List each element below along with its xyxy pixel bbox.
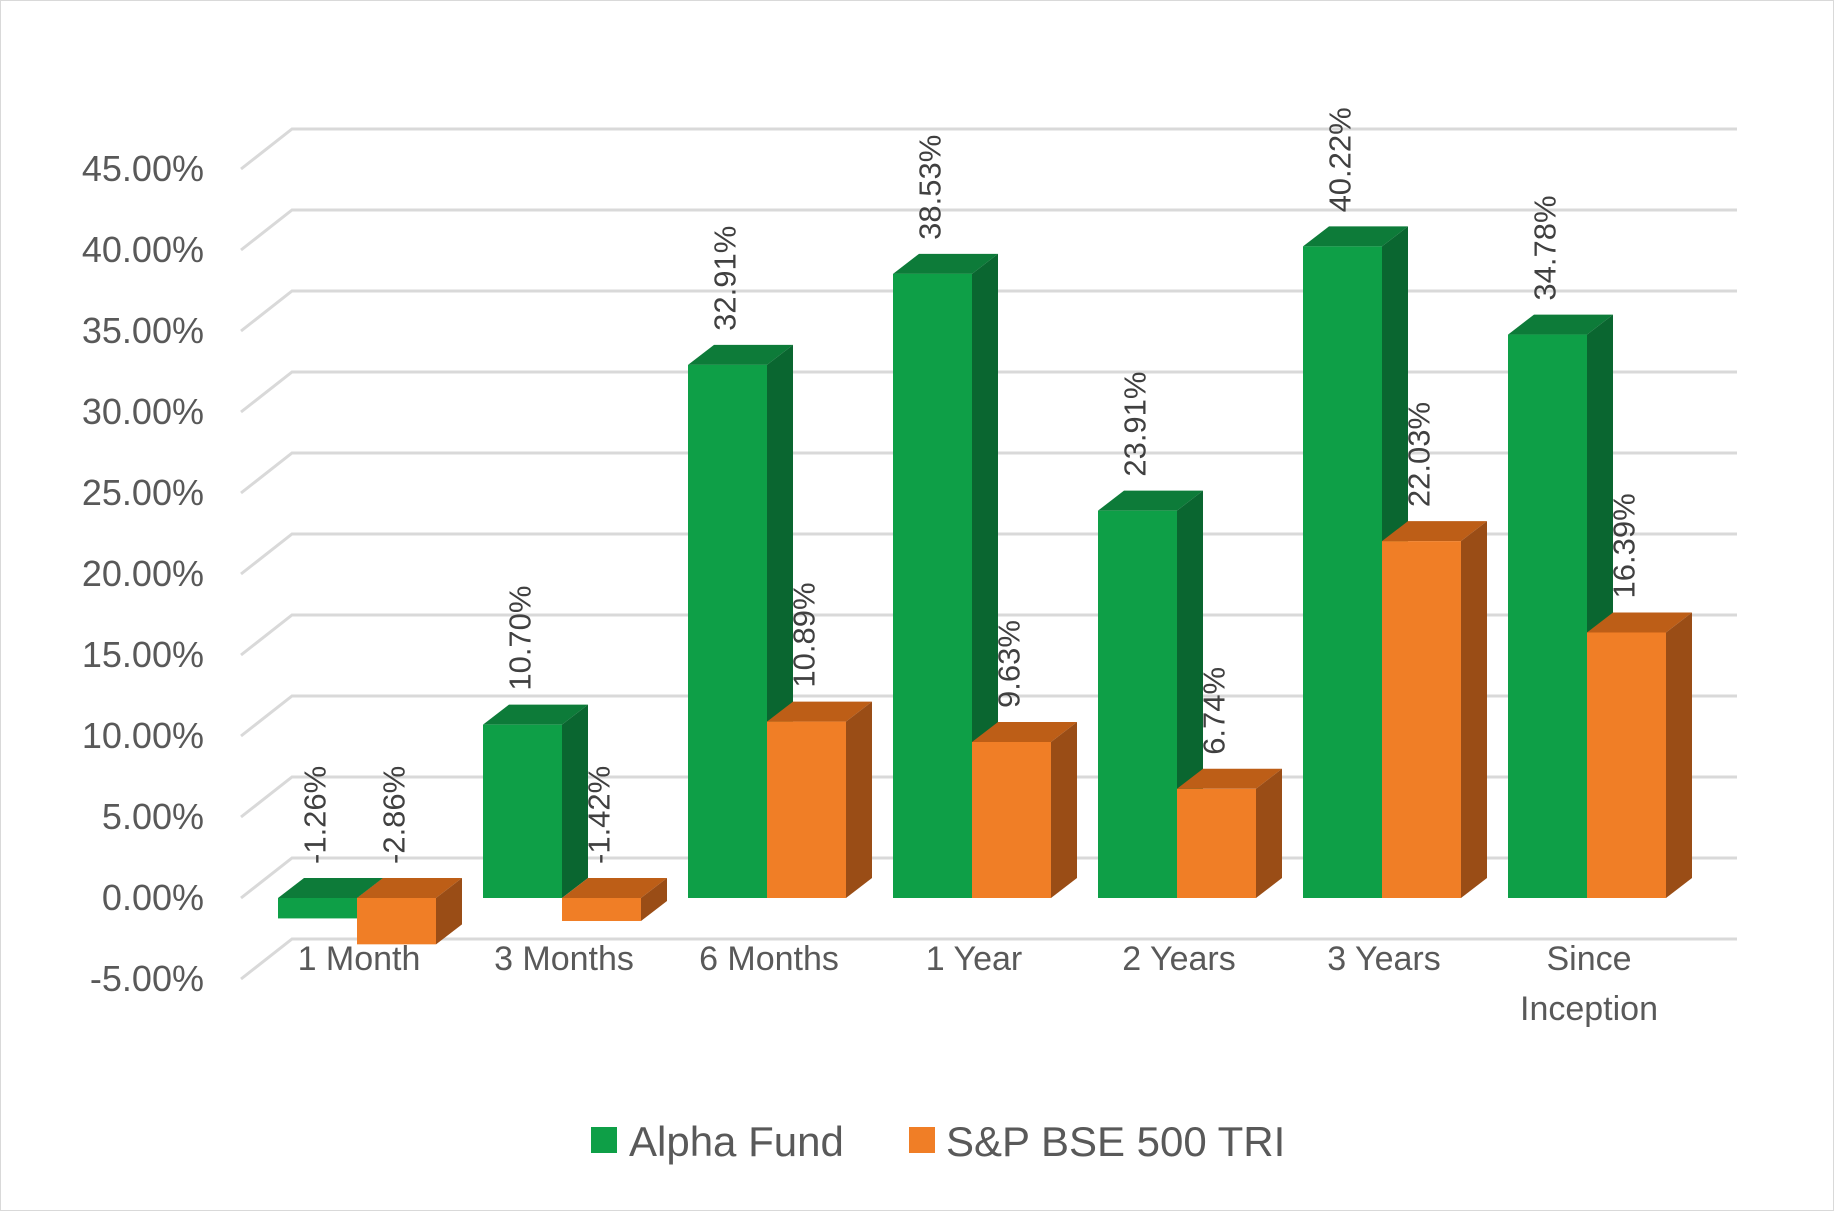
bar-side-face xyxy=(1051,721,1077,898)
y-axis-tick-labels: -5.00% 0.00% 5.00% 10.00% 15.00% 20.00% 25.00%… xyxy=(82,148,204,999)
bar xyxy=(357,898,436,945)
gridline xyxy=(240,451,1737,495)
category-labels: 1 Month 3 Months 6 Months 1 Year 2 Years 3 Ye… xyxy=(298,940,1658,1028)
data-label: 6.74% xyxy=(1197,667,1232,755)
y-tick-label: -5.00% xyxy=(90,958,204,999)
bar-side-face xyxy=(562,704,588,898)
data-labels: -1.26% -2.86% 10.70% -1.42% 32.91% 10.89% 38.5… xyxy=(298,107,1642,864)
bar xyxy=(483,724,562,898)
gridline xyxy=(240,937,1737,981)
gridline xyxy=(240,208,1737,252)
bar-side-face xyxy=(846,701,872,898)
data-label: 23.91% xyxy=(1118,372,1153,477)
bar-top-face xyxy=(278,878,383,898)
y-tick-label: 35.00% xyxy=(82,310,204,351)
bar-top-face xyxy=(357,878,462,898)
bar xyxy=(562,898,641,922)
legend: Alpha Fund S&P BSE 500 TRI xyxy=(591,1118,1285,1165)
bar xyxy=(893,273,972,899)
category-label: 6 Months xyxy=(699,940,839,978)
category-label: Since Inception xyxy=(1520,940,1658,1028)
bar-top-face xyxy=(767,701,872,722)
bar xyxy=(972,741,1051,898)
bar xyxy=(1177,788,1256,898)
y-tick-label: 45.00% xyxy=(82,148,204,189)
bar-top-face xyxy=(1508,314,1613,335)
category-label: 1 Month xyxy=(298,940,421,978)
y-tick-label: 15.00% xyxy=(82,634,204,675)
bar-top-face xyxy=(1098,490,1203,511)
bar xyxy=(767,721,846,898)
y-tick-label: 20.00% xyxy=(82,553,204,594)
bar xyxy=(1303,246,1382,898)
bar-top-face xyxy=(1587,612,1692,633)
gridline xyxy=(240,289,1737,333)
category-label: 3 Years xyxy=(1327,940,1440,978)
y-tick-label: 10.00% xyxy=(82,715,204,756)
bar-top-face xyxy=(688,344,793,365)
data-label: 32.91% xyxy=(708,226,743,331)
gridline xyxy=(240,694,1737,738)
data-label: -2.86% xyxy=(377,766,412,864)
data-label: 10.89% xyxy=(787,582,822,687)
bar-top-face xyxy=(972,721,1077,742)
y-tick-label: 25.00% xyxy=(82,472,204,513)
legend-swatch xyxy=(591,1127,617,1153)
data-label: 38.53% xyxy=(913,135,948,240)
y-tick-label: 40.00% xyxy=(82,229,204,270)
bar xyxy=(1382,541,1461,898)
bar-side-face xyxy=(436,878,462,945)
category-label: 3 Months xyxy=(494,940,634,978)
bar xyxy=(1587,632,1666,898)
data-label: 9.63% xyxy=(992,620,1027,708)
bar xyxy=(1098,510,1177,898)
y-tick-label: 0.00% xyxy=(102,877,204,918)
y-tick-label: 30.00% xyxy=(82,391,204,432)
gridline xyxy=(240,532,1737,576)
bar-top-face xyxy=(1382,521,1487,542)
category-label-line: Inception xyxy=(1520,990,1658,1028)
data-label: 40.22% xyxy=(1323,107,1358,212)
category-label-line: Since xyxy=(1546,940,1631,978)
bar-top-face xyxy=(893,253,998,274)
bar-side-face xyxy=(641,878,667,922)
bar xyxy=(688,364,767,898)
bar-side-face xyxy=(1256,768,1282,898)
bar-top-face xyxy=(1303,226,1408,247)
bar-side-face xyxy=(1666,612,1692,898)
bar xyxy=(278,898,357,919)
gridline xyxy=(240,613,1737,657)
data-label: 22.03% xyxy=(1402,402,1437,507)
bar-side-face xyxy=(1461,521,1487,898)
gridlines xyxy=(240,127,1737,981)
data-label: 16.39% xyxy=(1607,493,1642,598)
data-label: -1.42% xyxy=(582,766,617,864)
category-label: 1 Year xyxy=(926,940,1022,978)
bar-top-face xyxy=(562,878,667,898)
y-tick-label: 5.00% xyxy=(102,796,204,837)
category-label: 2 Years xyxy=(1122,940,1235,978)
legend-label: Alpha Fund xyxy=(629,1118,844,1165)
legend-label: S&P BSE 500 TRI xyxy=(946,1118,1285,1165)
bar-top-face xyxy=(483,704,588,725)
bars xyxy=(278,226,1692,945)
legend-swatch xyxy=(909,1127,935,1153)
data-label: 10.70% xyxy=(503,586,538,691)
bar-top-face xyxy=(1177,768,1282,789)
bar xyxy=(1508,334,1587,899)
gridline xyxy=(240,370,1737,414)
data-label: 34.78% xyxy=(1528,195,1563,300)
gridline xyxy=(240,127,1737,171)
data-label: -1.26% xyxy=(298,766,333,864)
